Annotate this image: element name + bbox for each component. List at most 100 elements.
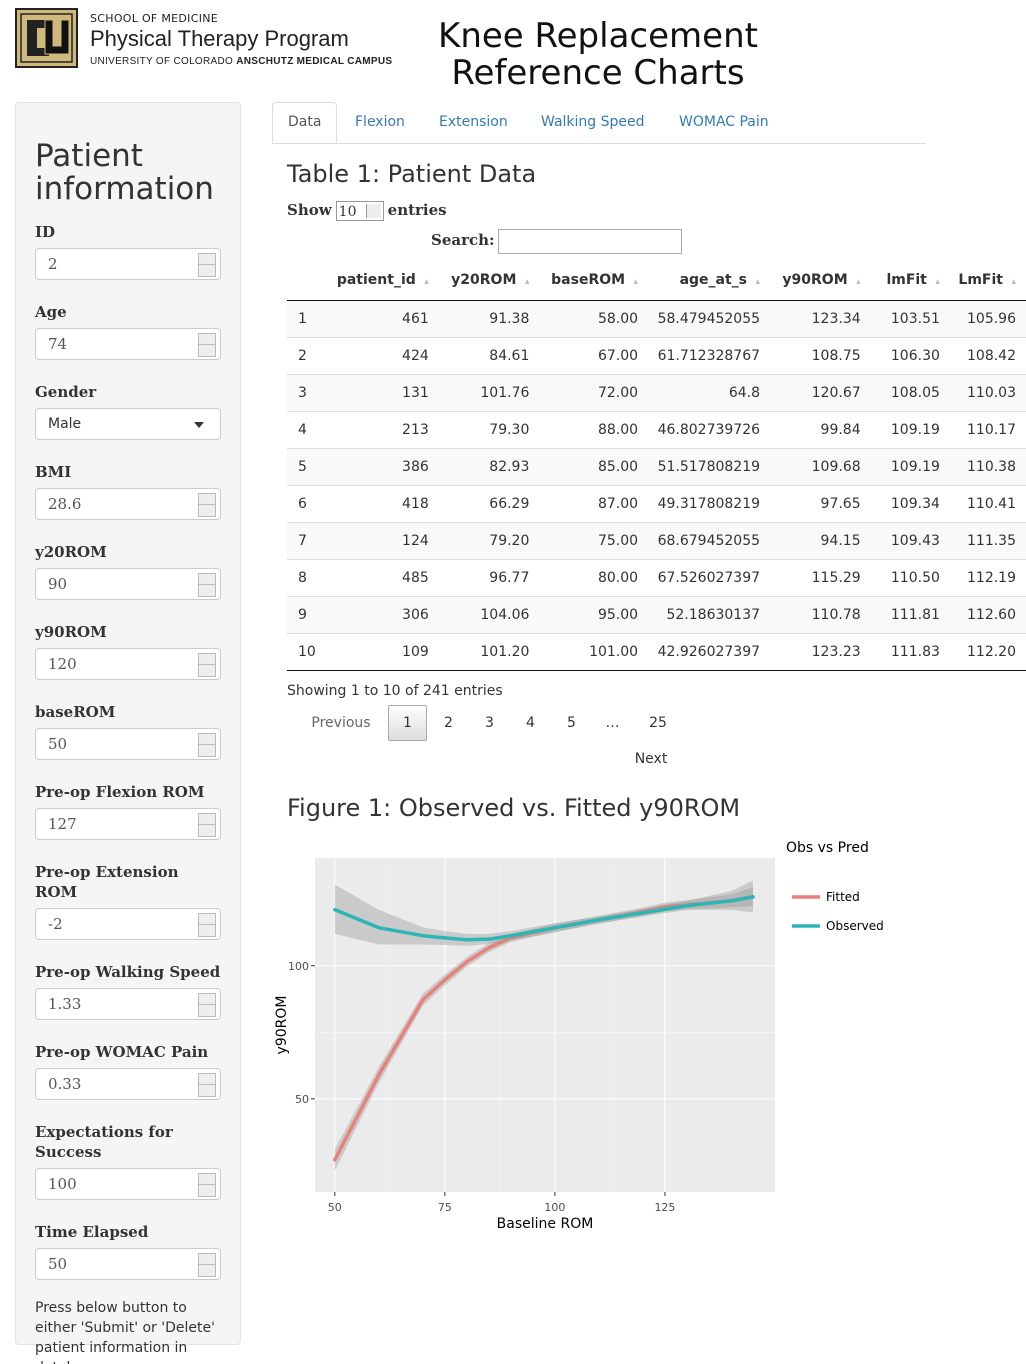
- cell: 72.00: [539, 374, 649, 412]
- column-header[interactable]: LmFit ▴: [949, 260, 1026, 301]
- cell: 104.06: [438, 596, 540, 634]
- field-label: Age: [35, 303, 67, 321]
- column-header[interactable]: y20ROM ▴: [438, 260, 540, 301]
- select-input[interactable]: Male: [35, 408, 221, 440]
- cell: 82.93: [438, 448, 540, 486]
- table-row: 4 213 79.30 88.00 46.802739726 99.84 109.19 110…: [287, 411, 1026, 449]
- cell: 52.18630137: [648, 596, 771, 634]
- input-value: 50: [48, 735, 68, 753]
- cell: 4: [287, 411, 335, 449]
- cell: 75.00: [539, 522, 649, 560]
- cell: 67.526027397: [648, 559, 771, 597]
- tab[interactable]: Extension: [439, 114, 508, 130]
- table-row: 8 485 96.77 80.00 67.526027397 115.29 110.50 11…: [287, 559, 1026, 597]
- x-tick-label: 50: [328, 1201, 342, 1214]
- cell: 7: [287, 522, 335, 560]
- header-row: patient_id ▴ y20ROM ▴ baseROM ▴ age_at_s ▴ y90RO…: [287, 260, 1026, 301]
- cell: 112.20: [949, 633, 1026, 671]
- show-label: Show: [287, 201, 332, 219]
- cell: 101.76: [438, 374, 540, 412]
- column-header[interactable]: lmFit ▴: [870, 260, 950, 301]
- column-name: patient_id: [336, 272, 416, 288]
- sort-arrows: ▴: [856, 277, 861, 287]
- cell: 110.38: [949, 448, 1026, 486]
- column-name: y90ROM: [782, 272, 848, 288]
- spinner: [198, 573, 216, 597]
- x-tick-label: 100: [544, 1201, 565, 1214]
- numeric-input[interactable]: 2: [35, 248, 221, 280]
- cell: 101.00: [539, 633, 649, 671]
- page-button[interactable]: 5: [567, 715, 576, 731]
- numeric-input[interactable]: 50: [35, 728, 221, 760]
- column-name: baseROM: [551, 272, 626, 288]
- table-row: 6 418 66.29 87.00 49.317808219 97.65 109.34 110…: [287, 485, 1026, 523]
- numeric-input[interactable]: 120: [35, 648, 221, 680]
- program: Physical Therapy Program: [90, 26, 349, 51]
- cu-logo: [15, 8, 78, 68]
- cell: 87.00: [539, 485, 649, 523]
- cell: 109: [334, 633, 439, 671]
- page-button[interactable]: 1: [388, 705, 427, 741]
- cell: 111.83: [870, 633, 950, 671]
- spinner: [198, 733, 216, 757]
- field-label: BMI: [35, 463, 72, 481]
- numeric-input[interactable]: 1.33: [35, 988, 221, 1020]
- sort-arrows: ▴: [424, 277, 429, 287]
- cell: 42.926027397: [648, 633, 771, 671]
- numeric-input[interactable]: 0.33: [35, 1068, 221, 1100]
- cell: 110.17: [949, 411, 1026, 449]
- tab[interactable]: WOMAC Pain: [679, 114, 769, 130]
- cell: 123.34: [770, 300, 871, 338]
- numeric-input[interactable]: 50: [35, 1248, 221, 1280]
- previous-button[interactable]: Previous: [311, 715, 371, 731]
- page-button[interactable]: 3: [485, 715, 494, 731]
- table-row: 5 386 82.93 85.00 51.517808219 109.68 109.19 11…: [287, 448, 1026, 486]
- cell: 67.00: [539, 337, 649, 375]
- cell: 112.60: [949, 596, 1026, 634]
- cell: 58.479452055: [648, 300, 771, 338]
- page-button[interactable]: 2: [444, 715, 453, 731]
- data-table: patient_id ▴ y20ROM ▴ baseROM ▴ age_at_s ▴ y90RO…: [287, 260, 1026, 671]
- cell: 58.00: [539, 300, 649, 338]
- spinner: [198, 333, 216, 357]
- spinner: [198, 993, 216, 1017]
- numeric-input[interactable]: 100: [35, 1168, 221, 1200]
- column-header[interactable]: age_at_s ▴: [648, 260, 771, 301]
- field-label: Pre-op Flexion ROM: [35, 783, 205, 801]
- numeric-input[interactable]: 90: [35, 568, 221, 600]
- tab[interactable]: Data: [272, 102, 338, 143]
- cell: 115.29: [770, 559, 871, 597]
- cell: 79.20: [438, 522, 540, 560]
- column-header[interactable]: y90ROM ▴: [770, 260, 871, 301]
- numeric-input[interactable]: 127: [35, 808, 221, 840]
- field-label: ID: [35, 223, 56, 241]
- search-input[interactable]: [498, 229, 682, 254]
- column-header[interactable]: patient_id ▴: [334, 260, 439, 301]
- length-select[interactable]: 10: [335, 201, 384, 221]
- numeric-input[interactable]: 74: [35, 328, 221, 360]
- tab[interactable]: Walking Speed: [541, 114, 645, 130]
- cell: 131: [334, 374, 439, 412]
- numeric-input[interactable]: 28.6: [35, 488, 221, 520]
- y-tick-label: 100: [288, 960, 309, 973]
- cell: 97.65: [770, 485, 871, 523]
- input-value: 1.33: [48, 995, 82, 1013]
- numeric-input[interactable]: -2: [35, 908, 221, 940]
- cell: 79.30: [438, 411, 540, 449]
- input-value: 100: [48, 1175, 77, 1193]
- page-button[interactable]: …: [605, 715, 620, 731]
- page-button[interactable]: 25: [649, 715, 667, 731]
- cell: 110.41: [949, 485, 1026, 523]
- x-axis-label: Baseline ROM: [497, 1216, 594, 1232]
- cell: 66.29: [438, 485, 540, 523]
- x-tick-label: 125: [654, 1201, 675, 1214]
- column-header[interactable]: baseROM ▴: [539, 260, 649, 301]
- next-button[interactable]: Next: [634, 751, 668, 767]
- table-row: 1 461 91.38 58.00 58.479452055 123.34 103.51 10…: [287, 300, 1026, 338]
- legend-title: Obs vs Pred: [786, 840, 869, 856]
- cell: 51.517808219: [648, 448, 771, 486]
- spinner: [198, 493, 216, 517]
- cell: 108.75: [770, 337, 871, 375]
- tab[interactable]: Flexion: [355, 114, 405, 130]
- page-button[interactable]: 4: [526, 715, 535, 731]
